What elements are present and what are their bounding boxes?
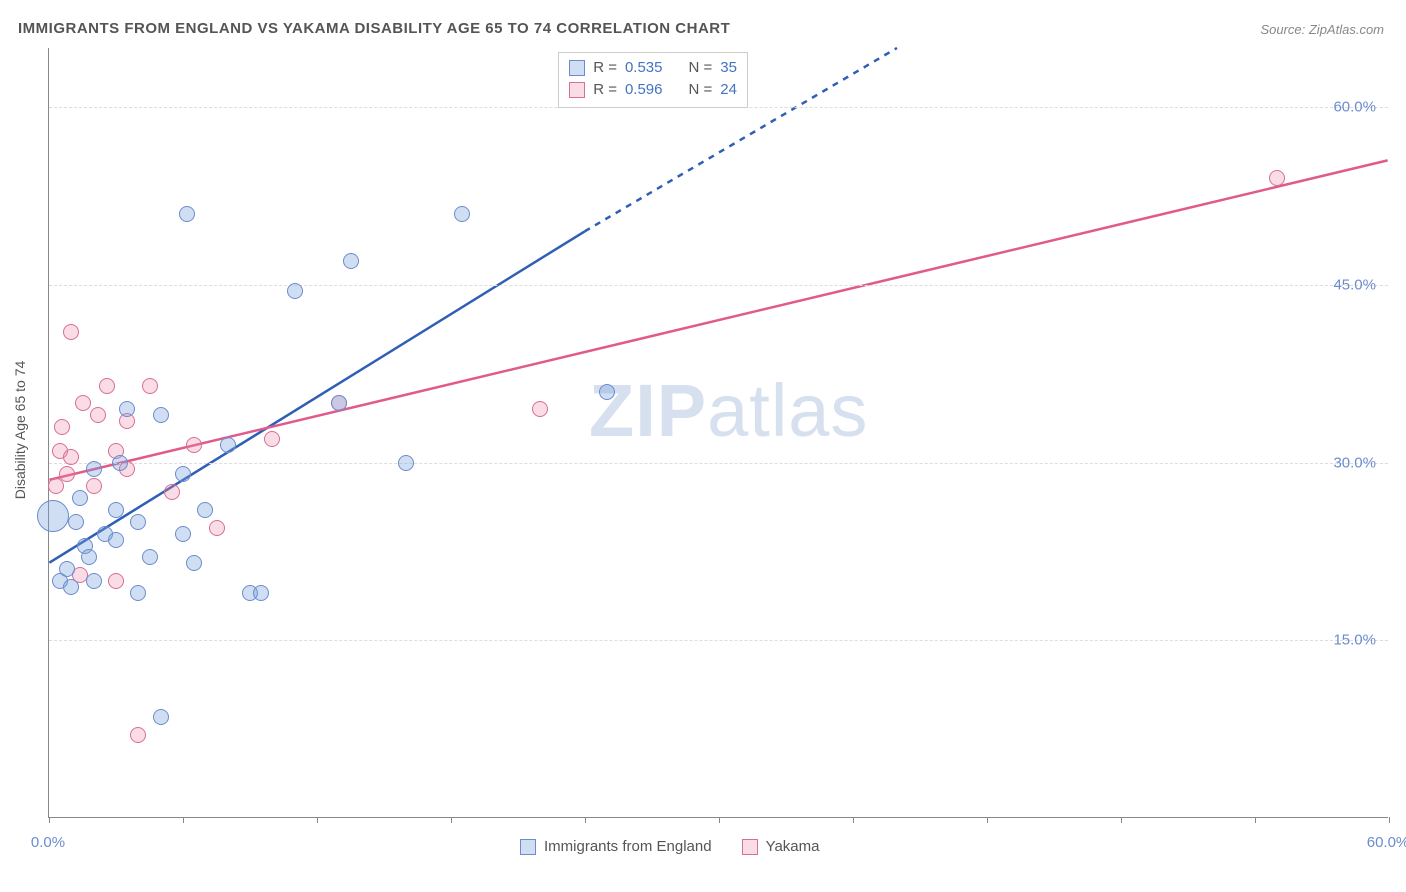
x-tick — [49, 817, 50, 823]
data-point — [599, 384, 615, 400]
gridline — [49, 463, 1388, 464]
x-tick — [317, 817, 318, 823]
stats-box: R = 0.535 N = 35 R = 0.596 N = 24 — [558, 52, 748, 108]
data-point — [454, 206, 470, 222]
data-point — [63, 324, 79, 340]
chart-title: IMMIGRANTS FROM ENGLAND VS YAKAMA DISABI… — [18, 20, 730, 37]
data-point — [99, 378, 115, 394]
x-tick — [585, 817, 586, 823]
x-tick — [1389, 817, 1390, 823]
legend-label: Immigrants from England — [544, 838, 712, 855]
x-tick — [987, 817, 988, 823]
data-point — [119, 401, 135, 417]
data-point — [130, 585, 146, 601]
r-value: 0.535 — [625, 57, 663, 79]
data-point — [130, 514, 146, 530]
data-point — [532, 401, 548, 417]
data-point — [153, 407, 169, 423]
legend-swatch — [742, 839, 758, 855]
data-point — [343, 253, 359, 269]
data-point — [130, 727, 146, 743]
watermark: ZIPatlas — [589, 368, 868, 453]
data-point — [63, 449, 79, 465]
data-point — [164, 484, 180, 500]
data-point — [86, 478, 102, 494]
x-tick — [451, 817, 452, 823]
data-point — [37, 500, 69, 532]
data-point — [220, 437, 236, 453]
data-point — [112, 455, 128, 471]
x-tick-label: 60.0% — [1367, 834, 1406, 851]
data-point — [197, 502, 213, 518]
legend-swatch — [520, 839, 536, 855]
data-point — [1269, 170, 1285, 186]
data-point — [108, 532, 124, 548]
data-point — [264, 431, 280, 447]
gridline — [49, 285, 1388, 286]
x-tick — [183, 817, 184, 823]
legend-label: Yakama — [766, 838, 820, 855]
y-tick-label: 15.0% — [1333, 632, 1376, 649]
data-point — [63, 579, 79, 595]
legend-item: Immigrants from England — [520, 838, 712, 855]
data-point — [142, 378, 158, 394]
data-point — [72, 490, 88, 506]
data-point — [186, 555, 202, 571]
data-point — [331, 395, 347, 411]
n-value: 35 — [720, 57, 737, 79]
y-tick-label: 45.0% — [1333, 276, 1376, 293]
data-point — [59, 466, 75, 482]
data-point — [398, 455, 414, 471]
y-tick-label: 30.0% — [1333, 454, 1376, 471]
data-point — [68, 514, 84, 530]
data-point — [75, 395, 91, 411]
data-point — [108, 573, 124, 589]
series-swatch — [569, 60, 585, 76]
r-label: R = — [593, 79, 617, 101]
correlation-chart: IMMIGRANTS FROM ENGLAND VS YAKAMA DISABI… — [0, 0, 1406, 892]
plot-area: ZIPatlas 15.0% 30.0% 45.0% 60.0% R = 0.535 N =… — [48, 48, 1388, 818]
data-point — [86, 573, 102, 589]
x-tick — [853, 817, 854, 823]
source-label: Source: ZipAtlas.com — [1260, 22, 1384, 37]
n-label: N = — [689, 57, 713, 79]
gridline — [49, 640, 1388, 641]
stats-row: R = 0.535 N = 35 — [569, 57, 737, 79]
data-point — [153, 709, 169, 725]
legend: Immigrants from England Yakama — [520, 838, 820, 855]
x-tick — [1121, 817, 1122, 823]
x-tick — [1255, 817, 1256, 823]
x-tick — [719, 817, 720, 823]
series-swatch — [569, 82, 585, 98]
r-label: R = — [593, 57, 617, 79]
trend-lines — [49, 48, 1388, 817]
data-point — [86, 461, 102, 477]
r-value: 0.596 — [625, 79, 663, 101]
data-point — [209, 520, 225, 536]
data-point — [142, 549, 158, 565]
data-point — [253, 585, 269, 601]
data-point — [175, 526, 191, 542]
stats-row: R = 0.596 N = 24 — [569, 79, 737, 101]
data-point — [186, 437, 202, 453]
legend-item: Yakama — [742, 838, 820, 855]
n-value: 24 — [720, 79, 737, 101]
x-tick-label: 0.0% — [31, 834, 65, 851]
data-point — [54, 419, 70, 435]
data-point — [108, 502, 124, 518]
data-point — [179, 206, 195, 222]
data-point — [81, 549, 97, 565]
data-point — [90, 407, 106, 423]
data-point — [175, 466, 191, 482]
data-point — [287, 283, 303, 299]
y-axis-title: Disability Age 65 to 74 — [12, 361, 28, 500]
n-label: N = — [689, 79, 713, 101]
data-point — [59, 561, 75, 577]
y-tick-label: 60.0% — [1333, 99, 1376, 116]
